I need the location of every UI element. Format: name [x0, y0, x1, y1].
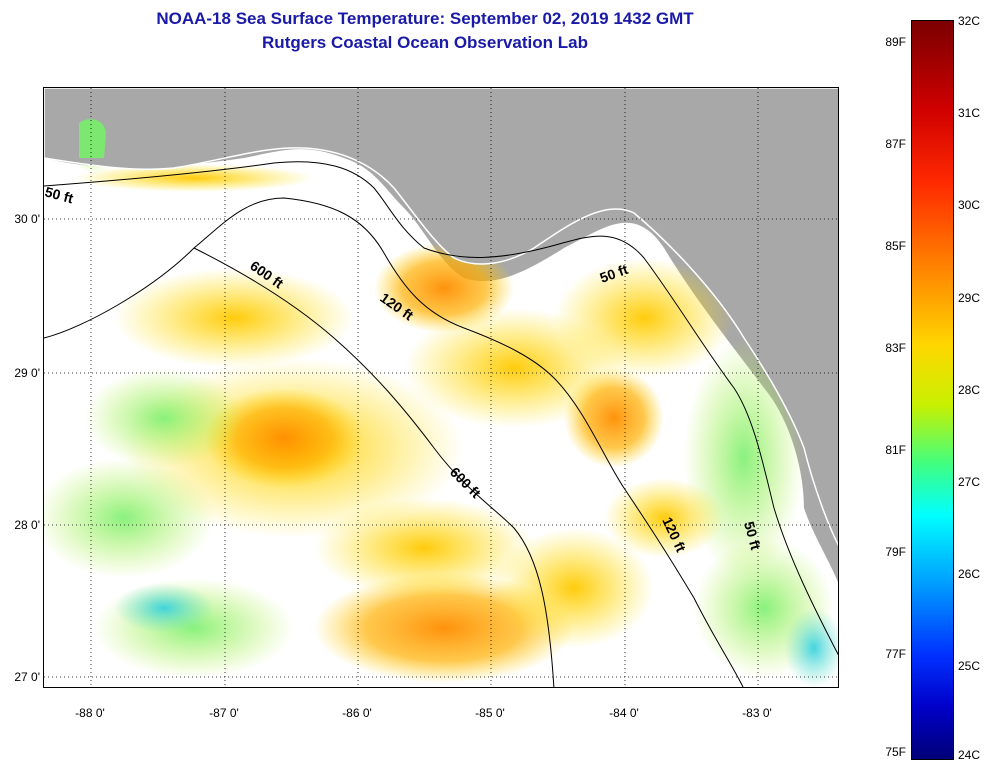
lon-label-85: -85 0' — [475, 706, 505, 720]
lon-label-87: -87 0' — [209, 706, 239, 720]
lon-label-83: -83 0' — [742, 706, 772, 720]
colorbar-label-75f: 75F — [885, 745, 906, 759]
colorbar-label-89f: 89F — [885, 35, 906, 49]
lat-label-27: 27 0' — [14, 670, 40, 684]
colorbar-label-32c: 32C — [958, 14, 981, 28]
colorbar-label-83f: 83F — [885, 341, 906, 355]
lat-label-30: 30 0' — [14, 212, 40, 226]
colorbar-label-31c: 31C — [958, 106, 981, 120]
isobaths — [44, 161, 838, 687]
graticule — [44, 88, 838, 687]
map-title: NOAA-18 Sea Surface Temperature: Septemb… — [156, 9, 694, 28]
lon-label-84: -84 0' — [609, 706, 639, 720]
map-subtitle: Rutgers Coastal Ocean Observation Lab — [262, 33, 588, 52]
colorbar-label-81f: 81F — [885, 443, 906, 457]
land-area — [44, 88, 838, 546]
isobath-label-50ft-south: 50 ft — [741, 520, 764, 552]
colorbar-label-28c: 28C — [958, 383, 981, 397]
colorbar-label-27c: 27C — [958, 475, 981, 489]
colorbar-label-29c: 29C — [958, 291, 981, 305]
lon-label-88: -88 0' — [75, 706, 105, 720]
lon-label-86: -86 0' — [342, 706, 372, 720]
temperature-colorbar — [911, 20, 954, 760]
colorbar-label-79f: 79F — [885, 545, 906, 559]
colorbar-label-25c: 25C — [958, 659, 981, 673]
bay-area — [79, 119, 106, 158]
lat-label-28: 28 0' — [14, 518, 40, 532]
colorbar-label-77f: 77F — [885, 647, 906, 661]
colorbar-label-87f: 87F — [885, 137, 906, 151]
colorbar-label-24c: 24C — [958, 748, 981, 762]
colorbar-label-30c: 30C — [958, 198, 981, 212]
lat-label-29: 29 0' — [14, 366, 40, 380]
isobath-label-50ft-west: 50 ft — [44, 183, 75, 206]
colorbar-label-85f: 85F — [885, 239, 906, 253]
sst-map: 50 ft 600 ft 120 ft 50 ft 600 ft 120 ft … — [43, 87, 839, 688]
colorbar-label-26c: 26C — [958, 567, 981, 581]
sst-map-canvas: 50 ft 600 ft 120 ft 50 ft 600 ft 120 ft … — [44, 88, 838, 687]
